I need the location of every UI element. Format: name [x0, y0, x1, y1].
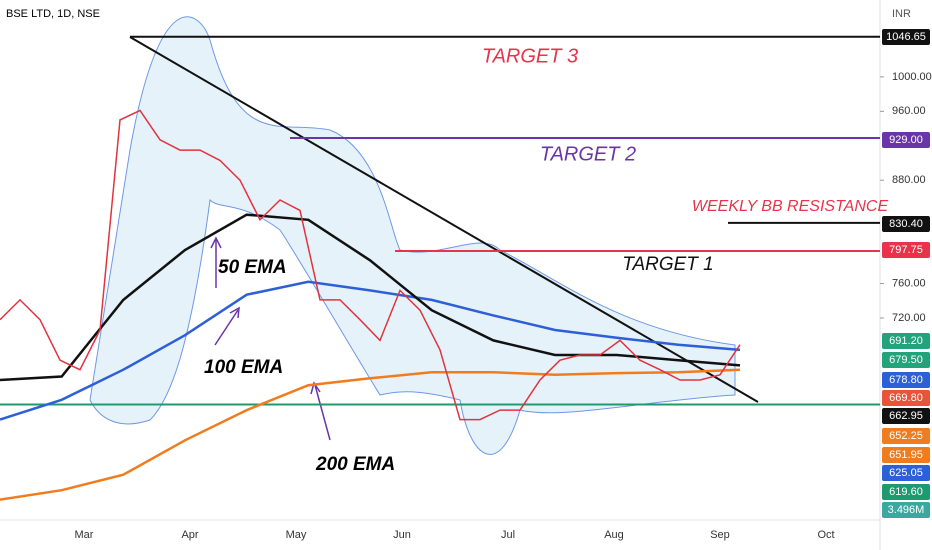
x-tick-label: Jun	[393, 529, 411, 541]
y-tick-label: 880.00	[892, 174, 926, 186]
y-tick-label: 720.00	[892, 312, 926, 324]
level-text: TARGET 3	[482, 45, 578, 67]
series-line	[0, 109, 741, 421]
annotation: 100 EMA	[204, 357, 283, 378]
price-label: 929.00	[889, 134, 923, 146]
price-label-bg	[882, 132, 930, 148]
x-tick-label: Jul	[501, 529, 515, 541]
price-label: 669.80	[889, 392, 923, 404]
arrow	[214, 306, 240, 346]
currency: INR	[892, 8, 911, 20]
y-tick-label: 1000.00	[892, 71, 932, 83]
price-label: 830.40	[889, 218, 923, 230]
price-label-bg	[882, 428, 930, 444]
price-label-bg	[882, 502, 930, 518]
x-tick-label: Mar	[75, 529, 94, 541]
price-label-bg	[882, 390, 930, 406]
price-label-bg	[882, 333, 930, 349]
price-label: 797.75	[889, 244, 923, 256]
price-label-bg	[882, 352, 930, 368]
x-tick-label: Sep	[710, 529, 730, 541]
annotation: 50 EMA	[218, 257, 287, 278]
price-label: 625.05	[889, 467, 923, 479]
price-label-bg	[882, 484, 930, 500]
chart-title: BSE LTD, 1D, NSE	[6, 8, 100, 20]
price-label-bg	[882, 465, 930, 481]
bollinger-band	[89, 16, 736, 455]
price-label-bg	[882, 447, 930, 463]
price-label: 679.50	[889, 354, 923, 366]
price-label-bg	[882, 29, 930, 45]
price-label: 619.60	[889, 486, 923, 498]
price-label-bg	[882, 408, 930, 424]
price-label: 691.20	[889, 335, 923, 347]
y-tick-label: 960.00	[892, 105, 926, 117]
x-tick-label: Oct	[817, 529, 834, 541]
price-label: 1046.65	[886, 31, 926, 43]
x-tick-label: May	[286, 529, 307, 541]
annotation: 200 EMA	[315, 454, 395, 475]
price-label: 3.496M	[888, 504, 925, 516]
level-text: TARGET 1	[622, 254, 714, 275]
price-label-bg	[882, 216, 930, 232]
series-line	[0, 280, 741, 421]
price-label: 652.25	[889, 430, 923, 442]
price-label-bg	[882, 242, 930, 258]
series-line	[0, 213, 741, 382]
price-label-bg	[882, 372, 930, 388]
x-tick-label: Aug	[604, 529, 624, 541]
price-label: 662.95	[889, 410, 923, 422]
level-text: TARGET 2	[540, 143, 636, 165]
price-label: 678.80	[889, 374, 923, 386]
price-label: 651.95	[889, 449, 923, 461]
arrow	[310, 381, 331, 441]
level-text: WEEKLY BB RESISTANCE	[692, 198, 889, 215]
arrow	[210, 236, 222, 288]
x-tick-label: Apr	[181, 529, 198, 541]
series-line	[0, 368, 741, 501]
y-tick-label: 760.00	[892, 277, 926, 289]
